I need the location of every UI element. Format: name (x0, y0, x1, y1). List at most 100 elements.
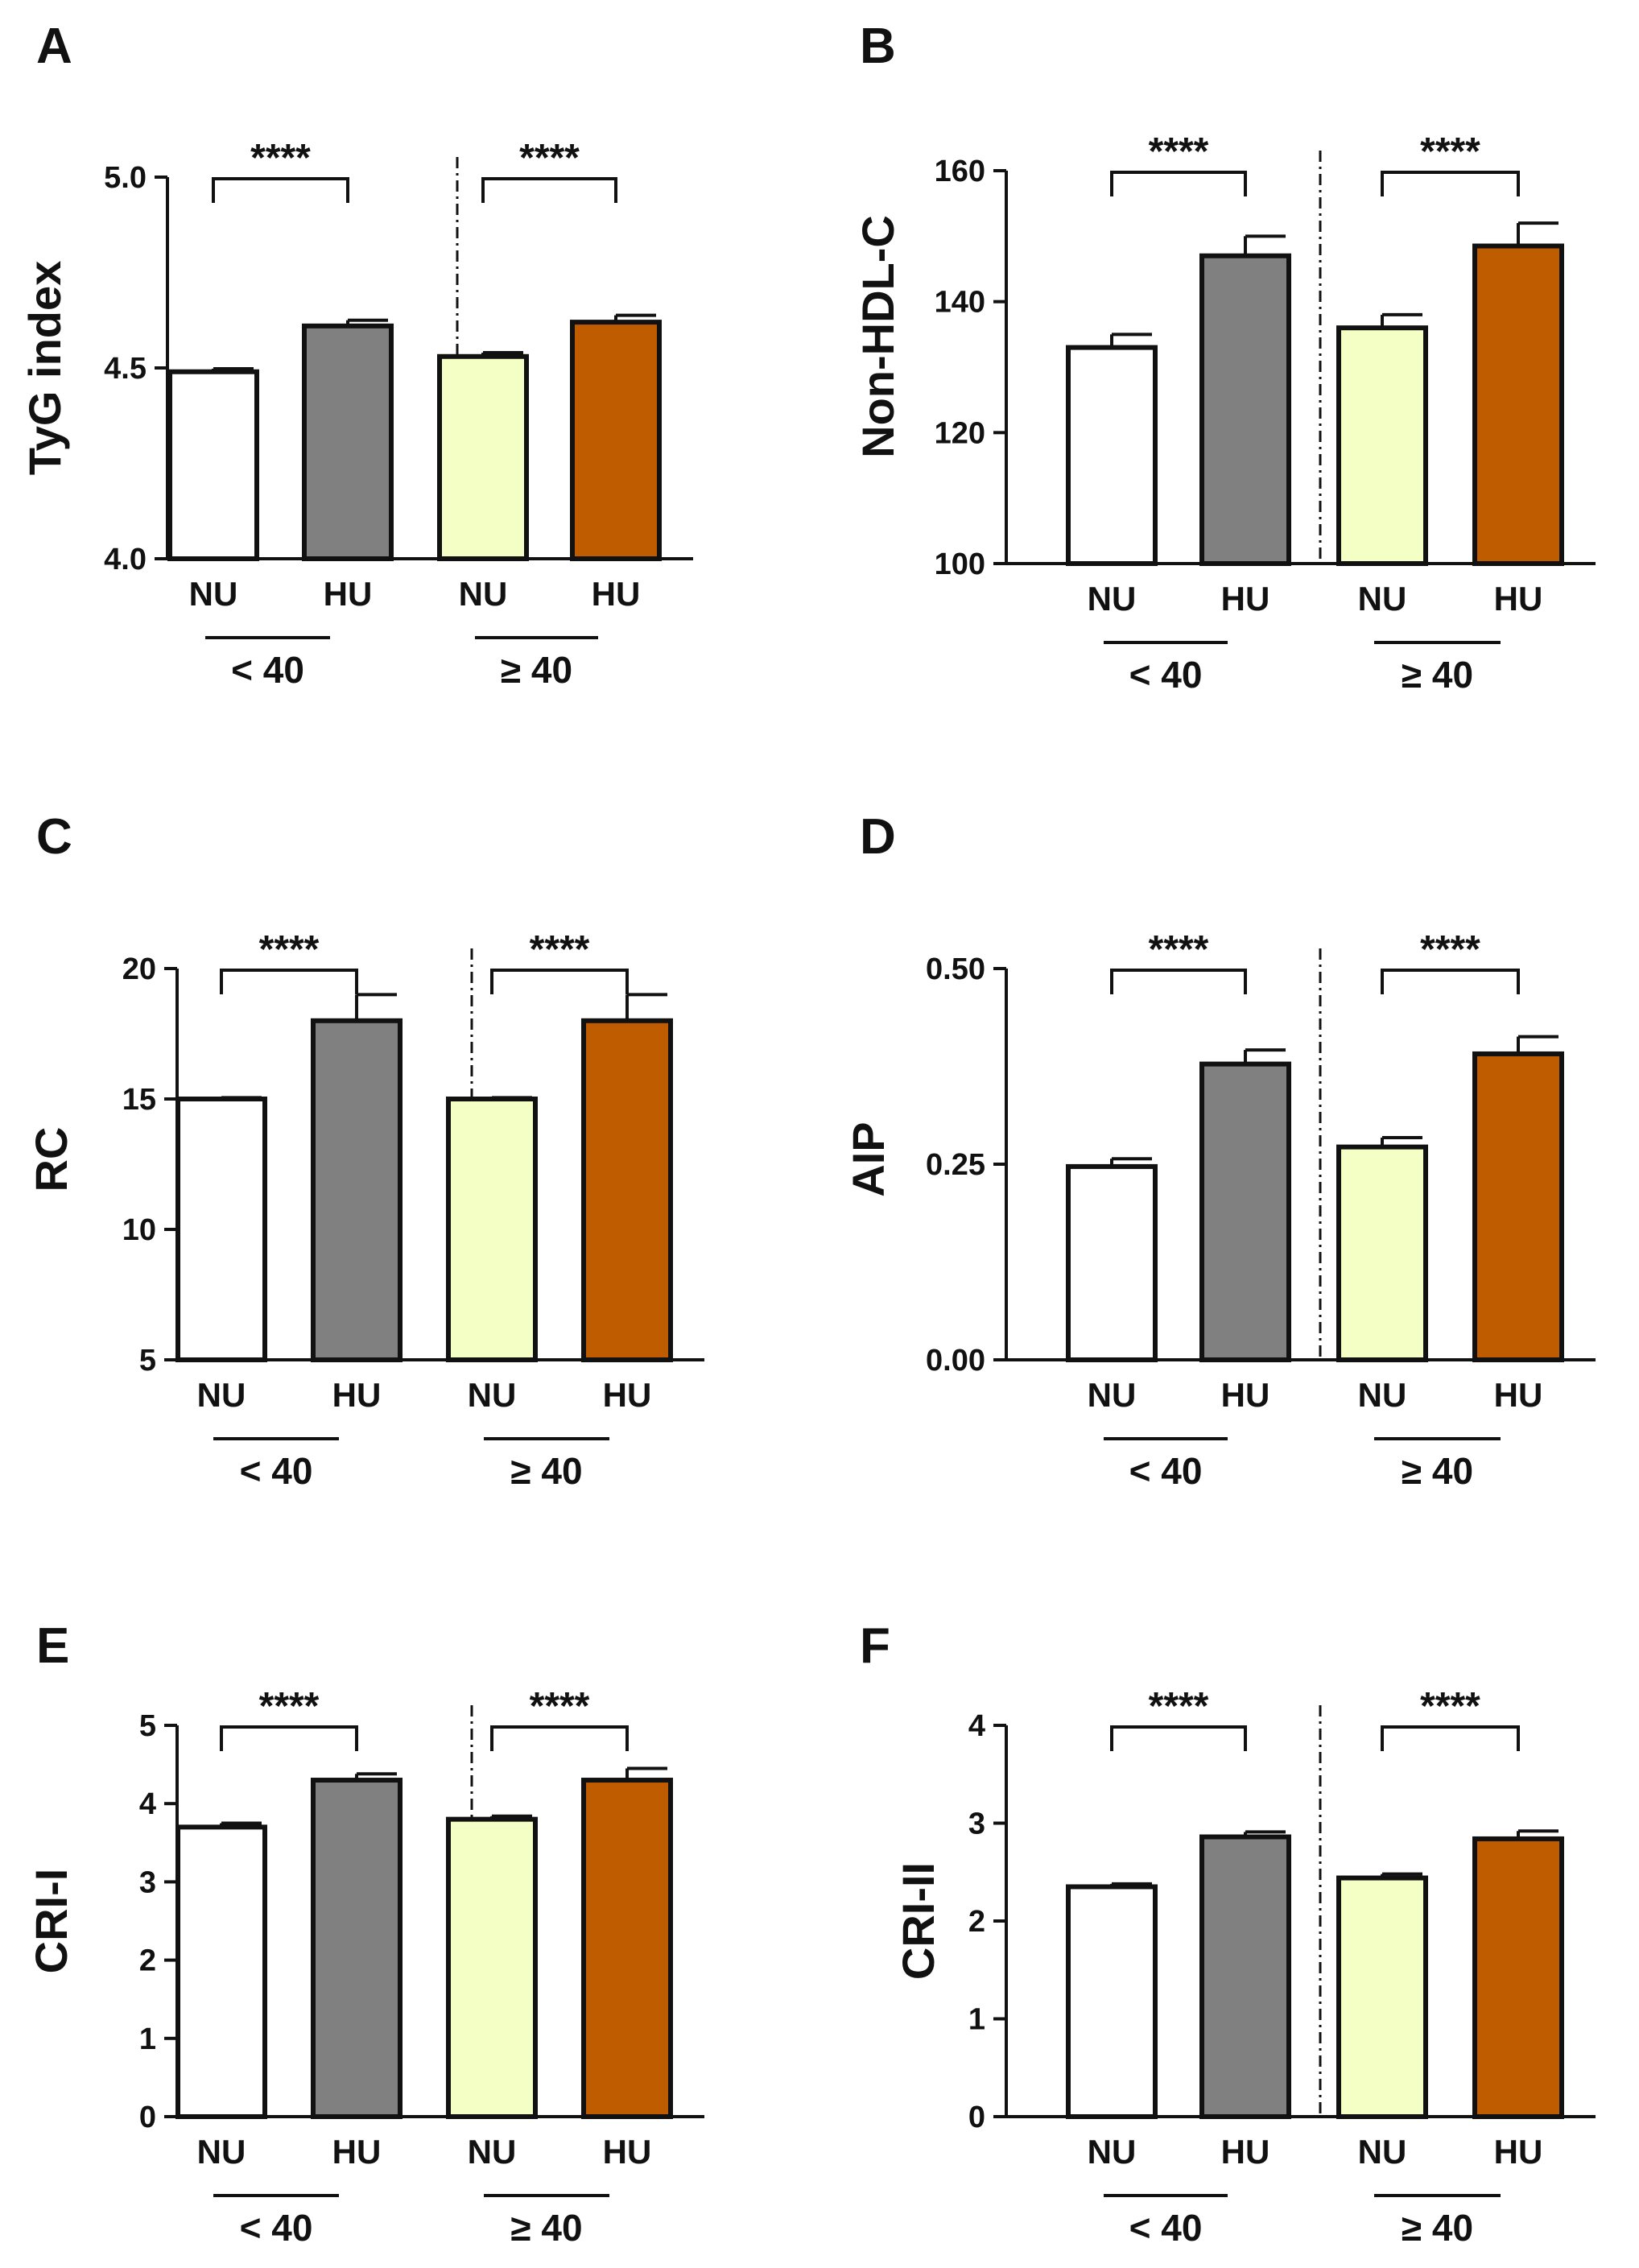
panel-a: A TyG index 4.0 4.5 5.0 NU HU NU HU **** **** < 40 ≥… (19, 19, 693, 691)
x-tick-label: NU (1088, 1376, 1137, 1414)
bar-nu (175, 1824, 267, 2120)
y-tick-label: 0 (968, 2101, 985, 2134)
x-tick-label: NU (1358, 1376, 1407, 1414)
significance-label: **** (259, 928, 320, 971)
y-axis-label: Non-HDL-C (853, 215, 903, 458)
x-tick-label: HU (603, 2133, 652, 2171)
bar-hu (1472, 243, 1564, 566)
x-tick-label: NU (1088, 2133, 1137, 2171)
group-label: < 40 (1129, 654, 1203, 696)
x-tick-label: NU (197, 2133, 246, 2171)
y-axis-label: CRI-I (26, 1869, 76, 1974)
y-tick-label: 20 (122, 952, 156, 986)
significance-bracket (481, 177, 617, 203)
panel-c: C RC 5 10 15 20 NU HU NU HU **** **** < 40 ≥ 40 (26, 809, 704, 1492)
significance-bracket (212, 177, 349, 203)
y-tick-label: 3 (968, 1807, 985, 1841)
significance-label: **** (1420, 130, 1480, 173)
y-tick-label: 1 (968, 2003, 985, 2037)
significance-label: **** (1149, 130, 1209, 173)
y-tick-label: 5.0 (104, 161, 147, 195)
x-tick-label: NU (189, 575, 238, 613)
significance-bracket (220, 969, 358, 994)
x-tick-label: NU (468, 1376, 517, 1414)
bar-nu (446, 1097, 538, 1362)
x-tick-label: NU (1358, 2133, 1407, 2171)
bar-nu (437, 353, 529, 561)
significance-bracket (490, 1725, 629, 1751)
y-tick-label: 2 (968, 1905, 985, 1939)
x-tick-label: NU (1088, 580, 1137, 618)
y-axis-label: CRI-II (893, 1862, 943, 1980)
y-tick-label: 0.00 (926, 1344, 985, 1378)
y-tick-label: 0 (139, 2101, 156, 2134)
y-tick-label: 5 (139, 1344, 156, 1378)
bar-nu (1066, 1884, 1158, 2120)
y-tick-label: 10 (122, 1213, 156, 1247)
bar-nu (1336, 1144, 1428, 1362)
x-tick-label: NU (197, 1376, 246, 1414)
bar-hu (1472, 1051, 1564, 1362)
panel-d: D AIP 0.00 0.25 0.50 NU HU NU HU **** **** < 40 ≥ 40 (843, 809, 1596, 1492)
significance-bracket (490, 969, 629, 994)
significance-label: **** (1149, 1685, 1209, 1728)
y-tick-label: 140 (935, 286, 985, 320)
y-tick-label: 4 (139, 1787, 156, 1821)
group-label: ≥ 40 (510, 2207, 582, 2249)
y-tick-label: 120 (935, 416, 985, 450)
bar-hu (1199, 1061, 1291, 1362)
bar-hu (302, 323, 394, 561)
x-tick-label: NU (468, 2133, 517, 2171)
bar-hu (311, 1018, 403, 1363)
significance-label: **** (1420, 1685, 1480, 1728)
x-tick-label: HU (1494, 1376, 1543, 1414)
x-tick-label: HU (603, 1376, 652, 1414)
bar-nu (1066, 1163, 1158, 1363)
y-axis-label: TyG index (19, 261, 70, 476)
x-tick-label: NU (1358, 580, 1407, 618)
x-tick-label: HU (1494, 2133, 1543, 2171)
significance-label: **** (519, 137, 580, 180)
panel-b: B Non-HDL-C 100 120 140 160 NU HU NU HU **** **** < … (853, 19, 1596, 696)
bar-hu (581, 1778, 673, 2120)
group-label: < 40 (240, 1450, 313, 1492)
y-tick-label: 1 (139, 2022, 156, 2056)
bar-nu (1336, 1875, 1428, 2120)
panel-letter: B (860, 19, 896, 74)
significance-bracket (1381, 969, 1520, 994)
bar-hu (581, 1018, 673, 1363)
x-tick-label: NU (459, 575, 508, 613)
y-tick-label: 0.50 (926, 952, 985, 986)
bar-nu (1336, 325, 1428, 566)
group-label: ≥ 40 (510, 1450, 582, 1492)
significance-bracket (1110, 1725, 1247, 1751)
significance-label: **** (530, 928, 590, 971)
y-tick-label: 3 (139, 1865, 156, 1899)
y-tick-label: 160 (935, 155, 985, 188)
y-tick-label: 100 (935, 547, 985, 581)
significance-label: **** (1149, 928, 1209, 971)
x-tick-label: HU (324, 575, 373, 613)
y-axis-label: AIP (843, 1122, 894, 1196)
significance-label: **** (259, 1685, 320, 1728)
group-label: ≥ 40 (1402, 654, 1473, 696)
x-tick-label: HU (592, 575, 641, 613)
group-label: < 40 (231, 649, 304, 691)
bar-hu (1199, 1834, 1291, 2119)
significance-label: **** (1420, 928, 1480, 971)
panel-f: F CRI-II 0 1 2 3 4 NU HU NU HU **** **** < 40 ≥ 40 (860, 1618, 1596, 2249)
y-tick-label: 4 (968, 1709, 985, 1743)
bar-hu (1472, 1836, 1564, 2119)
significance-bracket (1381, 171, 1520, 196)
significance-bracket (1381, 1725, 1520, 1751)
y-tick-label: 5 (139, 1709, 156, 1743)
significance-bracket (1110, 969, 1247, 994)
y-tick-label: 15 (122, 1083, 156, 1117)
group-label: < 40 (240, 2207, 313, 2249)
bar-nu (446, 1816, 538, 2119)
panel-letter: C (36, 809, 72, 865)
bar-hu (311, 1778, 403, 2120)
group-label: ≥ 40 (1402, 2207, 1473, 2249)
x-tick-label: HU (332, 2133, 382, 2171)
